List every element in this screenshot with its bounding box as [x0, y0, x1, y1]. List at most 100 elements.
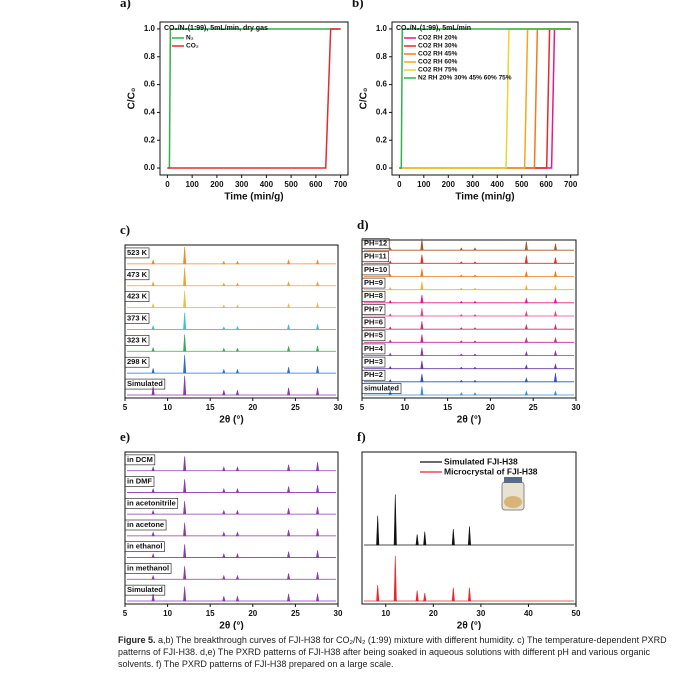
peak [524, 310, 528, 317]
peak [388, 352, 392, 356]
peak [459, 287, 464, 290]
peak [183, 586, 187, 602]
peak [524, 297, 528, 304]
pattern-label-box [361, 383, 402, 394]
peak [183, 375, 187, 396]
x-tick-label: 25 [291, 609, 300, 618]
peak [376, 515, 380, 546]
x-tick-label: 0 [165, 180, 170, 189]
peak [388, 313, 392, 317]
x-axis-label: 2θ (°) [457, 415, 481, 426]
peak [235, 553, 240, 558]
pattern-label: in DMF [127, 477, 152, 486]
peak [287, 593, 291, 602]
peak [151, 574, 155, 580]
peak [553, 310, 558, 317]
pattern-label: in acetonitrile [127, 498, 176, 507]
plot-frame [361, 451, 577, 605]
peak [524, 271, 528, 277]
x-tick-label: 5 [123, 609, 128, 618]
peak [315, 528, 320, 537]
peak [553, 373, 558, 383]
peak [222, 347, 226, 352]
x-tick-label: 600 [309, 180, 323, 189]
peak [315, 485, 320, 493]
peak [315, 324, 320, 330]
peak [315, 593, 320, 602]
pattern-label: Simulated [127, 379, 163, 388]
peak [388, 247, 392, 251]
x-tick-label: 600 [540, 180, 554, 189]
x-tick-label: 10 [400, 403, 409, 412]
y-tick-label: 0.8 [144, 52, 156, 61]
peak [315, 259, 320, 265]
peak [451, 587, 455, 602]
peak [183, 290, 187, 308]
peak [183, 267, 187, 287]
caption-text: a,b) The breakthrough curves of FJI-H38 … [118, 635, 667, 669]
pattern-label-box [124, 378, 166, 390]
x-tick-label: 25 [291, 403, 300, 412]
pattern-label: PH=6 [364, 318, 383, 327]
peak [151, 487, 155, 493]
peak [473, 287, 477, 290]
peak [315, 387, 320, 396]
peak [222, 304, 226, 308]
peak [287, 367, 291, 374]
x-tick-label: 500 [284, 180, 298, 189]
y-tick-label: 0.8 [376, 52, 388, 61]
x-tick-label: 15 [443, 403, 452, 412]
y-tick-label: 1.0 [376, 24, 388, 33]
peak [459, 392, 464, 396]
pattern-label-box [124, 454, 156, 466]
peak [151, 324, 155, 330]
y-tick-label: 0.6 [376, 80, 388, 89]
peak [459, 314, 464, 317]
peak [388, 339, 392, 343]
peak [235, 574, 240, 580]
peak [459, 300, 464, 304]
peak [235, 466, 240, 472]
peak [420, 254, 424, 264]
x-tick-label: 20 [429, 609, 438, 618]
peak [388, 326, 392, 330]
legend-label: Simulated FJI-H38 [444, 456, 518, 466]
x-tick-label: 30 [334, 609, 343, 618]
y-tick-label: 0.2 [144, 135, 156, 144]
pattern-label: PH=7 [364, 304, 383, 313]
peak [287, 464, 291, 472]
peak [473, 274, 477, 277]
peak [473, 366, 477, 369]
peak [286, 346, 291, 352]
pattern-label-box [361, 238, 390, 249]
x-tick-label: 100 [417, 180, 431, 189]
x-tick-label: 20 [248, 609, 257, 618]
peak [473, 300, 477, 304]
peak [473, 314, 477, 317]
peak [315, 365, 320, 374]
x-tick-label: 30 [334, 403, 343, 412]
peak [287, 551, 291, 558]
peak [151, 466, 155, 472]
peak [420, 268, 424, 277]
pattern-label-box [124, 335, 150, 346]
peak [151, 346, 155, 352]
pattern-label-box [124, 291, 150, 302]
pattern-label: PH=5 [364, 331, 383, 340]
peak [151, 553, 155, 558]
peak [316, 462, 320, 472]
peak [473, 261, 477, 264]
legend-label: CO₂ [186, 43, 199, 50]
peak [235, 282, 240, 287]
pattern-label: 473 K [127, 270, 148, 279]
peak [553, 363, 558, 369]
peak [420, 360, 424, 369]
peak [524, 377, 528, 383]
peak [388, 300, 392, 304]
peak [553, 257, 558, 264]
peak [222, 390, 226, 396]
peak [376, 585, 380, 602]
peak [524, 284, 528, 290]
peak [151, 259, 155, 265]
peak [459, 340, 464, 343]
